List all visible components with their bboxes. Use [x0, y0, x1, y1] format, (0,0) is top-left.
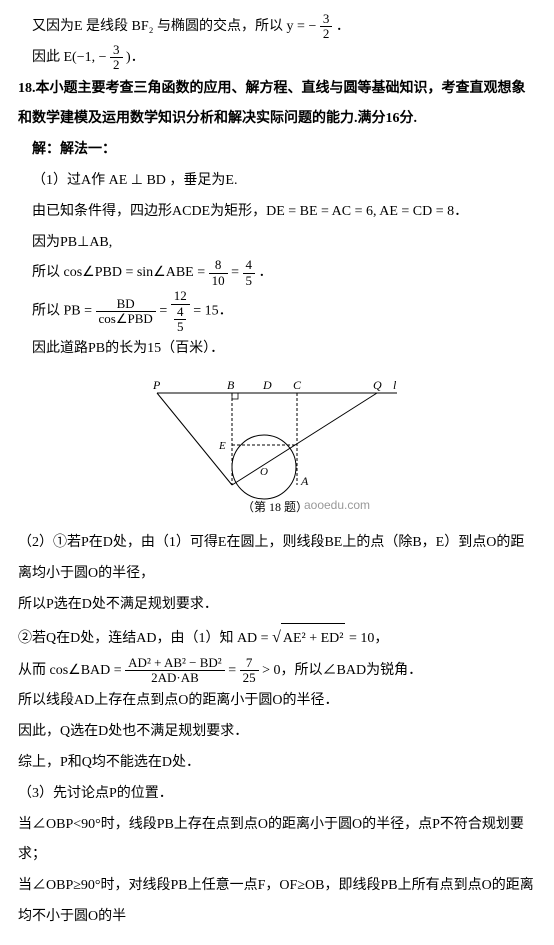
question-header: 18.本小题主要考查三角函数的应用、解方程、直线与圆等基础知识，考查直观想象和数…	[18, 74, 536, 136]
text-line: 因此道路PB的长为15（百米）．	[18, 334, 536, 365]
text: 所以 cos∠PBD = sin∠ABE =	[32, 265, 209, 280]
numerator: 3	[110, 43, 123, 58]
fraction: 32	[320, 12, 333, 42]
svg-text:C: C	[293, 378, 302, 392]
numerator: 7	[240, 656, 259, 671]
text: ．	[259, 265, 273, 280]
svg-text:D: D	[262, 378, 272, 392]
figure: P B D C Q l E A O （第 18 题） aooedu.com	[18, 375, 536, 518]
svg-text:P: P	[152, 378, 161, 392]
svg-text:E: E	[218, 440, 226, 452]
fraction: 45	[243, 258, 256, 288]
text: =	[159, 304, 170, 319]
text-line: 又因为E 是线段 BF₂ 与椭圆的交点，所以 y = − 32 ．	[18, 12, 536, 43]
text-line: 综上，P和Q均不能选在D处．	[18, 748, 536, 779]
svg-text:O: O	[260, 466, 268, 478]
svg-text:（第 18 题）: （第 18 题）	[242, 500, 308, 514]
text-line: 所以 PB = BDcos∠PBD = 12 45 = 15．	[18, 289, 536, 334]
denominator: 2AD·AB	[125, 671, 225, 685]
numerator: 3	[320, 12, 333, 27]
fraction: 810	[209, 258, 228, 288]
text-line: （3）先讨论点P的位置．	[18, 779, 536, 810]
svg-text:l: l	[393, 378, 397, 392]
square-root: AE² + ED²	[272, 620, 345, 655]
text-line: 由已知条件得，四边形ACDE为矩形，DE = BE = AC = 6, AE =…	[18, 197, 536, 228]
denominator: 5	[174, 320, 187, 334]
text-line: （1）过A作 AE ⊥ BD ，垂足为E.	[18, 166, 536, 197]
svg-text:A: A	[300, 474, 309, 488]
text: 因此 E(−1, −	[32, 50, 107, 65]
numerator: AD² + AB² − BD²	[125, 656, 225, 671]
text: 所以 PB =	[32, 304, 96, 319]
text: = 15．	[193, 304, 232, 319]
text-line: ②若Q在D处，连结AD，由（1）知 AD = AE² + ED² = 10，	[18, 620, 536, 655]
denominator: 2	[110, 58, 123, 72]
text-line: 因此，Q选在D处也不满足规划要求．	[18, 717, 536, 748]
numerator: 4	[174, 305, 187, 320]
text-line: 所以线段AD上存在点到点O的距离小于圆O的半径．	[18, 686, 536, 717]
denominator: 45	[171, 305, 190, 335]
fraction: 725	[240, 656, 259, 686]
fraction: AD² + AB² − BD²2AD·AB	[125, 656, 225, 686]
text-line: 当∠OBP<90°时，线段PB上存在点到点O的距离小于圆O的半径，点P不符合规划…	[18, 810, 536, 872]
text: =	[228, 663, 239, 678]
text: 从而 cos∠BAD =	[18, 663, 125, 678]
text: > 0，所以∠BAD为锐角．	[262, 663, 422, 678]
denominator: 25	[240, 671, 259, 685]
numerator: 4	[243, 258, 256, 273]
text-line: 从而 cos∠BAD = AD² + AB² − BD²2AD·AB = 725…	[18, 656, 536, 687]
text-line: （2）①若P在D处，由（1）可得E在圆上，则线段BE上的点（除B，E）到点O的距…	[18, 528, 536, 590]
fraction: 32	[110, 43, 123, 73]
svg-text:Q: Q	[373, 378, 382, 392]
numerator: 12	[171, 289, 190, 304]
nested-fraction: 45	[174, 305, 187, 335]
text-line: 因此 E(−1, − 32 )．	[18, 43, 536, 74]
solution-label: 解：解法一：	[18, 135, 536, 166]
svg-text:B: B	[227, 378, 235, 392]
numerator: 8	[209, 258, 228, 273]
denominator: cos∠PBD	[96, 312, 156, 326]
fraction: BDcos∠PBD	[96, 297, 156, 327]
text-line: 因为PB⊥AB,	[18, 228, 536, 259]
text: ②若Q在D处，连结AD，由（1）知 AD =	[18, 631, 272, 646]
denominator: 10	[209, 274, 228, 288]
text: )．	[126, 50, 145, 65]
denominator: 5	[243, 274, 256, 288]
text: = 10，	[349, 631, 388, 646]
text: ．	[336, 19, 350, 34]
denominator: 2	[320, 27, 333, 41]
numerator: BD	[96, 297, 156, 312]
text: 又因为E 是线段 BF₂ 与椭圆的交点，所以 y = −	[32, 19, 316, 34]
text: =	[231, 265, 242, 280]
text-line: 当∠OBP≥90°时，对线段PB上任意一点F，OF≥OB，即线段PB上所有点到点…	[18, 871, 536, 933]
text-line: 所以 cos∠PBD = sin∠ABE = 810 = 45 ．	[18, 258, 536, 289]
text-line: 所以P选在D处不满足规划要求．	[18, 590, 536, 621]
fraction: 12 45	[171, 289, 190, 334]
radicand: AE² + ED²	[281, 623, 346, 655]
